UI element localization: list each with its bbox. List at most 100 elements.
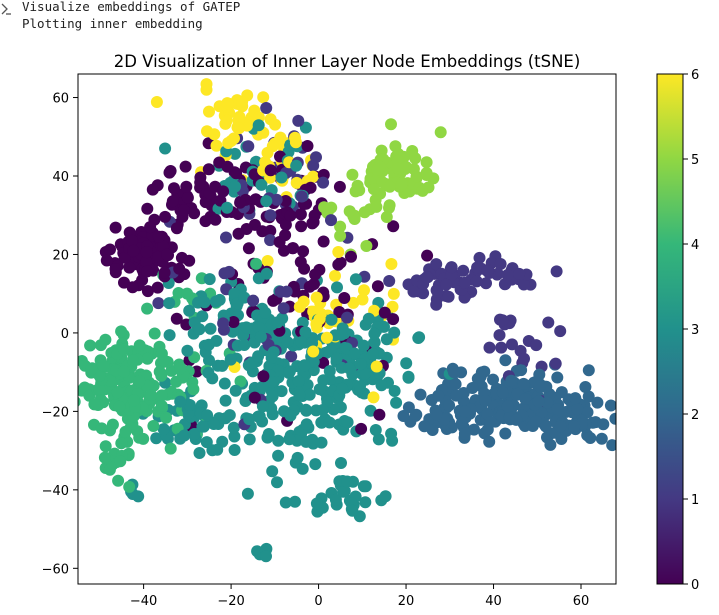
scatter-point (228, 444, 241, 456)
scatter-point (269, 118, 282, 131)
scatter-point (229, 384, 242, 397)
output-line-2: Plotting inner embedding (22, 16, 203, 31)
y-tick-label: −40 (42, 484, 69, 499)
y-tick-label: −20 (42, 405, 69, 420)
output-collapse-icon[interactable] (0, 1, 12, 15)
scatter-point (270, 193, 283, 206)
colorbar (656, 73, 684, 585)
scatter-point (248, 391, 261, 404)
colorbar-tick-label: 2 (691, 408, 699, 423)
scatter-point (307, 278, 320, 291)
scatter-point (358, 284, 370, 297)
scatter-point (320, 331, 333, 344)
scatter-point (241, 487, 254, 500)
scatter-point (329, 493, 342, 506)
scatter-point (362, 312, 375, 325)
scatter-point (483, 435, 496, 448)
x-tick-label: 40 (485, 594, 502, 609)
scatter-point (505, 374, 518, 387)
scatter-point (387, 287, 400, 300)
scatter-point (253, 321, 265, 334)
scatter-point (221, 160, 234, 173)
scatter-point (367, 391, 380, 404)
scatter-point (104, 374, 117, 387)
scatter-point (341, 416, 354, 429)
scatter-point (228, 430, 241, 443)
scatter-point (293, 389, 306, 402)
scatter-point (277, 302, 290, 315)
scatter-point (325, 214, 337, 227)
scatter-point (109, 263, 122, 275)
scatter-point (385, 258, 398, 270)
scatter-point (480, 277, 492, 290)
scatter-point (582, 364, 595, 377)
x-tick-label: −40 (130, 594, 157, 609)
scatter-point (257, 91, 270, 104)
scatter-point (554, 325, 567, 338)
scatter-point (260, 550, 272, 563)
scatter-point (357, 480, 370, 493)
scatter-point (309, 458, 322, 471)
scatter-point (459, 405, 472, 418)
scatter-point (283, 365, 296, 378)
scatter-point (275, 171, 288, 184)
scatter-point (317, 176, 330, 189)
scatter-point (297, 245, 310, 258)
scatter-point (264, 209, 277, 222)
scatter-point (291, 451, 304, 464)
scatter-point (243, 433, 256, 446)
scatter-point (279, 218, 292, 231)
scatter-point (358, 206, 371, 219)
scatter-point (345, 250, 357, 263)
scatter-point (127, 394, 140, 407)
scatter-point (141, 302, 154, 315)
scatter-point (132, 490, 145, 503)
scatter-point (217, 317, 230, 330)
scatter-point (174, 362, 187, 375)
scatter-point (100, 254, 113, 267)
scatter-point (356, 293, 369, 306)
scatter-point (471, 261, 484, 274)
scatter-point (445, 261, 458, 274)
scatter-point (299, 326, 312, 339)
scatter-point (168, 182, 180, 195)
scatter-point (163, 329, 176, 342)
scatter-point (606, 439, 616, 452)
scatter-point (329, 269, 341, 282)
scatter-point (208, 128, 221, 141)
scatter-point (518, 352, 530, 365)
scatter-point (298, 262, 311, 275)
scatter-point (85, 363, 98, 376)
scatter-point (309, 268, 322, 281)
scatter-point (420, 156, 433, 169)
scatter-point (203, 105, 215, 118)
scatter-point (202, 163, 215, 176)
scatter-point (383, 275, 396, 287)
scatter-point (418, 420, 431, 433)
scatter-point (115, 437, 128, 450)
scatter-point (145, 389, 157, 402)
scatter-point (174, 395, 187, 408)
scatter-point (188, 428, 201, 440)
scatter-point (430, 298, 443, 311)
scatter-point (295, 220, 308, 233)
scatter-point (234, 196, 247, 209)
scatter-point (209, 295, 222, 308)
scatter-point (370, 200, 383, 213)
scatter-point (299, 403, 312, 416)
scatter-point (220, 231, 232, 244)
scatter-point (181, 191, 194, 204)
scatter-point (385, 427, 398, 440)
scatter-point (78, 396, 81, 407)
scatter-point (260, 195, 273, 208)
scatter-point (609, 412, 616, 425)
scatter-point (568, 420, 581, 433)
scatter-point (334, 229, 347, 242)
scatter-point (349, 185, 362, 198)
scatter-point (297, 295, 310, 308)
y-tick-label: 0 (61, 327, 69, 342)
scatter-point (414, 388, 427, 401)
scatter-point (88, 398, 101, 411)
scatter-point (421, 249, 434, 262)
scatter-point (554, 420, 567, 433)
